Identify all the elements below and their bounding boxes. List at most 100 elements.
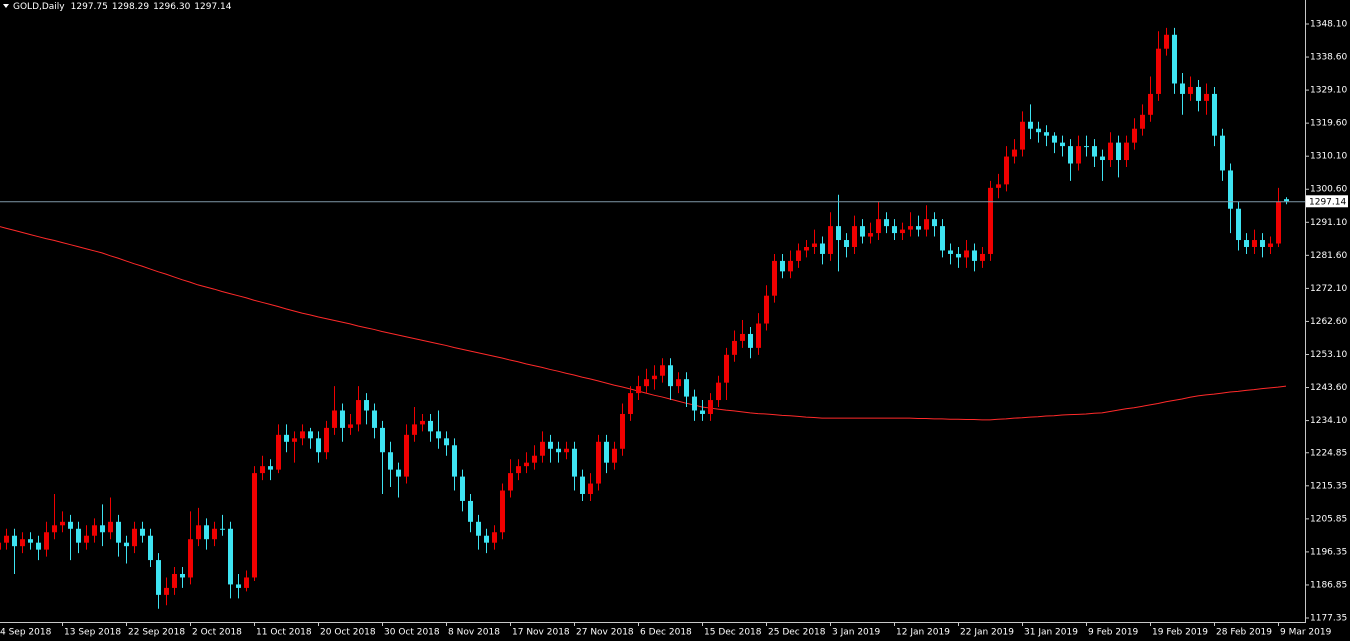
x-tick-label: 9 Feb 2019: [1088, 628, 1139, 638]
candle-body: [772, 260, 777, 296]
x-tick-label: 4 Sep 2018: [0, 628, 52, 638]
candle-body: [404, 434, 409, 477]
plot-area: [0, 27, 1289, 609]
candle-body: [244, 577, 249, 588]
candle-body: [1116, 142, 1121, 161]
candle-body: [1044, 132, 1049, 136]
candle-body: [692, 396, 697, 411]
x-tick-label: 25 Dec 2018: [768, 628, 826, 638]
moving-average-line: [0, 226, 1287, 421]
candle-body: [716, 382, 721, 401]
candle-body: [1100, 156, 1105, 161]
x-tick-label: 19 Feb 2019: [1152, 628, 1208, 638]
candle-body: [476, 521, 481, 536]
candle-body: [492, 532, 497, 543]
candle-body: [604, 441, 609, 463]
candle-body: [708, 400, 713, 414]
y-tick-label: 1329.10: [1310, 86, 1347, 96]
candle-body: [300, 431, 305, 439]
x-tick-label: 3 Jan 2019: [832, 628, 880, 638]
y-tick-label: 1253.10: [1310, 350, 1347, 360]
candle-body: [700, 410, 705, 414]
candle-body: [756, 323, 761, 348]
candle-body: [844, 240, 849, 247]
candle-body: [1180, 83, 1185, 94]
y-tick-label: 1262.60: [1310, 317, 1347, 327]
candle-body: [444, 438, 449, 446]
candle-body: [268, 466, 273, 470]
candle-body: [828, 226, 833, 254]
y-tick-label: 1234.10: [1310, 416, 1347, 426]
y-tick-label: 1243.60: [1310, 383, 1347, 393]
y-tick-label: 1177.35: [1310, 613, 1347, 623]
candle-body: [836, 226, 841, 241]
candle-body: [868, 233, 873, 237]
candle-body: [428, 420, 433, 432]
candle-body: [484, 535, 489, 543]
candle-body: [596, 441, 601, 484]
candle-body: [188, 539, 193, 578]
candle-body: [732, 340, 737, 355]
candle-body: [740, 333, 745, 341]
candle-body: [1012, 149, 1017, 157]
candle-body: [36, 542, 41, 550]
candle-body: [1260, 240, 1265, 247]
candle-body: [28, 539, 33, 543]
candle-body: [396, 469, 401, 477]
candle-body: [980, 253, 985, 261]
candle-body: [1132, 128, 1137, 143]
candle-body: [148, 535, 153, 561]
y-tick-label: 1338.60: [1310, 53, 1347, 63]
x-tick-label: 6 Dec 2018: [640, 628, 692, 638]
candle-body: [1196, 86, 1201, 101]
candle-body: [1244, 240, 1249, 247]
candle-body: [468, 500, 473, 522]
candle-body: [1268, 243, 1273, 247]
y-tick-label: 1186.85: [1310, 580, 1347, 590]
candle-body: [500, 490, 505, 533]
y-tick-label: 1205.85: [1310, 514, 1347, 524]
header-low: 1296.30: [153, 2, 190, 12]
y-tick-label: 1224.85: [1310, 448, 1347, 458]
candle-body: [92, 525, 97, 536]
y-tick-label: 1281.60: [1310, 251, 1347, 261]
candle-body: [260, 466, 265, 474]
candle-body: [876, 219, 881, 234]
candle-body: [12, 535, 17, 547]
candle-body: [236, 584, 241, 588]
candle-body: [572, 448, 577, 477]
y-tick-label: 1310.10: [1310, 152, 1347, 162]
candle-body: [860, 226, 865, 237]
candle-body: [1068, 146, 1073, 164]
candle-body: [452, 445, 457, 477]
candle-body: [564, 448, 569, 453]
candle-body: [52, 525, 57, 533]
candle-body: [116, 521, 121, 543]
candle-body: [364, 400, 369, 411]
candle-body: [308, 431, 313, 439]
candle-body: [516, 466, 521, 474]
candle-body: [972, 250, 977, 261]
candle-body: [1252, 240, 1257, 247]
candle-body: [1172, 34, 1177, 84]
y-tick-label: 1291.10: [1310, 218, 1347, 228]
candle-body: [108, 521, 113, 533]
candle-body: [1276, 201, 1281, 244]
candle-body: [460, 476, 465, 501]
candle-body: [436, 431, 441, 439]
x-tick-label: 12 Jan 2019: [896, 628, 950, 638]
candle-body: [196, 525, 201, 540]
candle-body: [748, 333, 753, 348]
candle-body: [76, 528, 81, 543]
candle-body: [788, 260, 793, 272]
candle-body: [908, 226, 913, 230]
x-tick-label: 2 Oct 2018: [192, 628, 242, 638]
x-tick-label: 9 Mar 2019: [1280, 628, 1332, 638]
candle-body: [1236, 208, 1241, 241]
x-tick-label: 20 Oct 2018: [320, 628, 376, 638]
menu-triangle[interactable]: [3, 4, 9, 8]
x-tick-label: 30 Oct 2018: [384, 628, 440, 638]
candle-body: [20, 539, 25, 547]
candle-body: [556, 448, 561, 453]
y-tick-label: 1300.60: [1310, 185, 1347, 195]
